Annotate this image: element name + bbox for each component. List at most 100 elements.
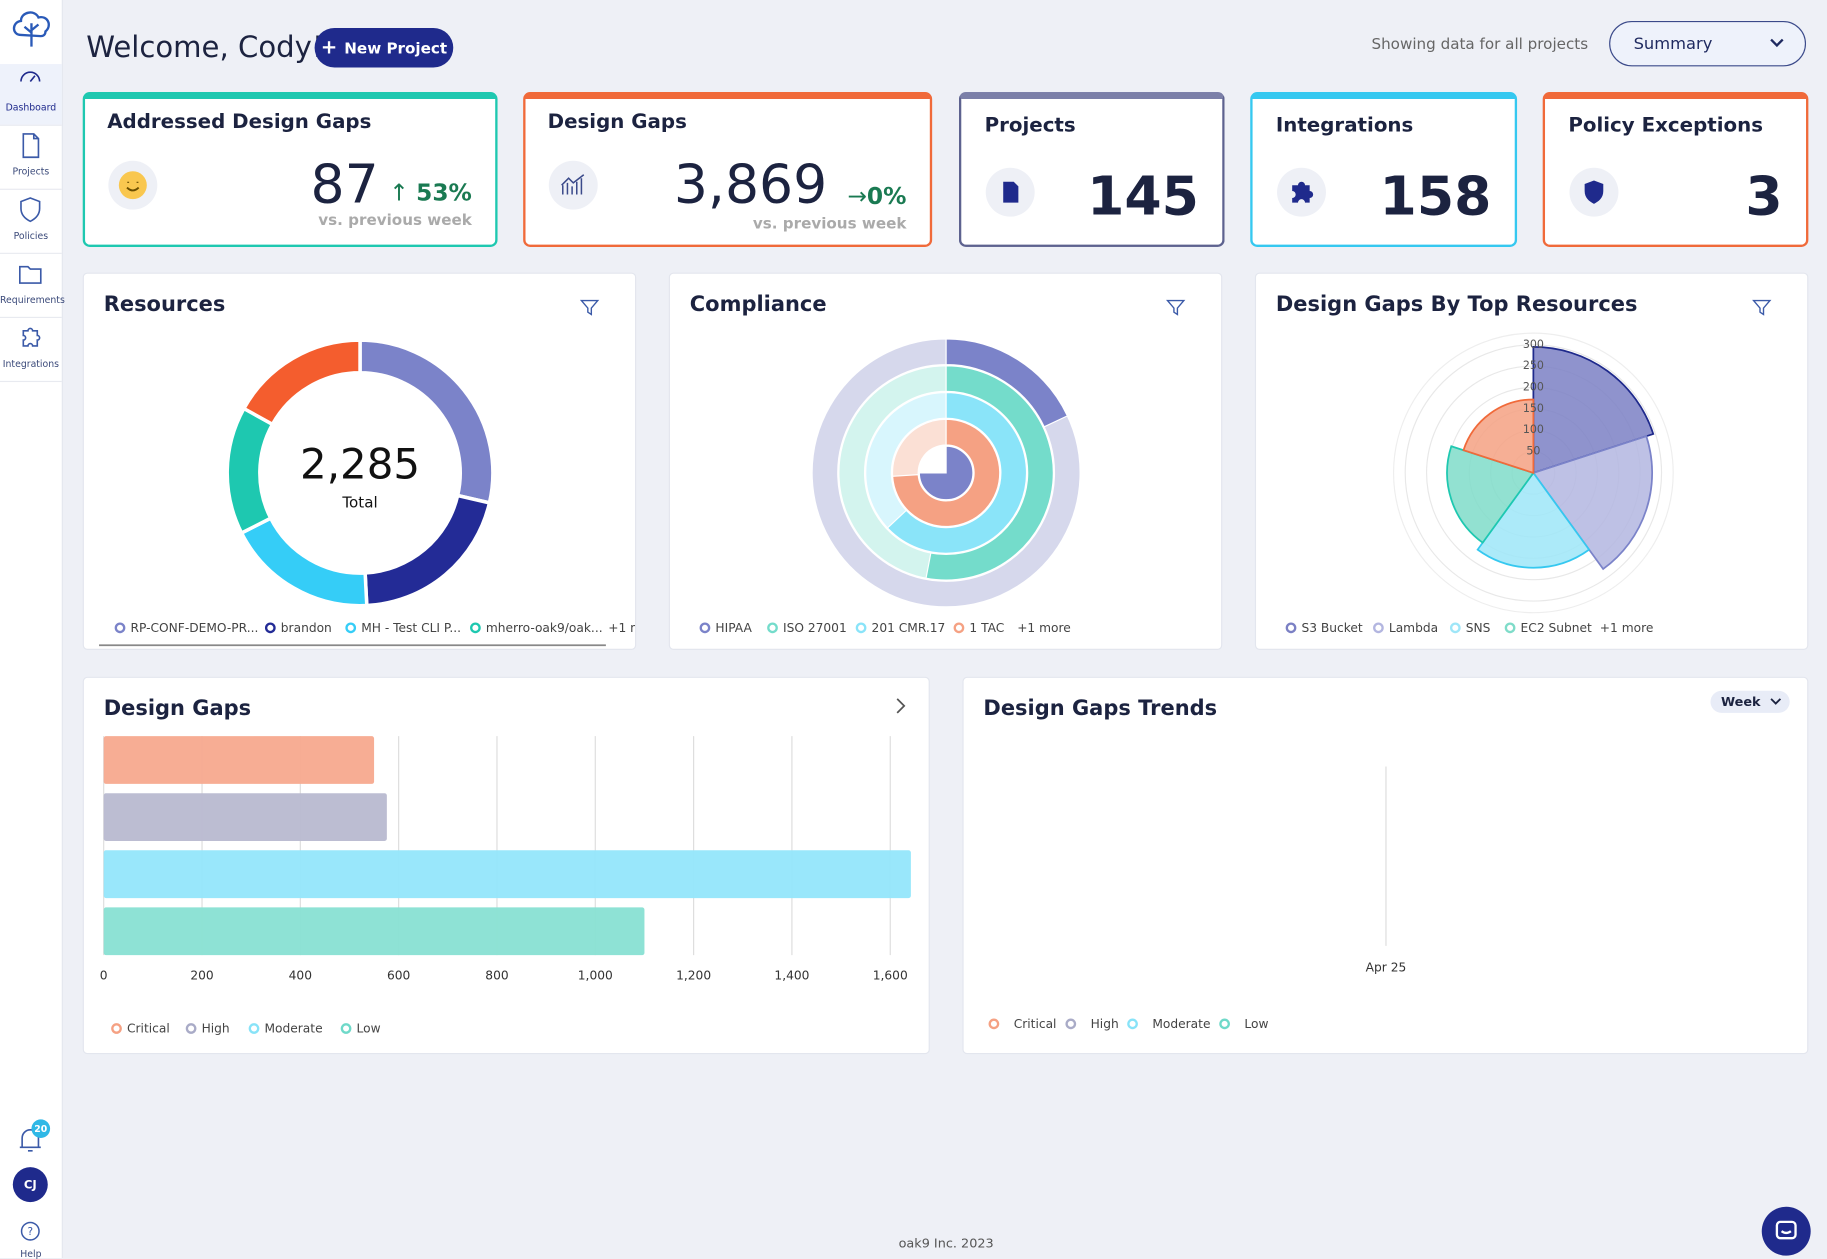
ring-value bbox=[918, 445, 974, 501]
chart-title: Compliance bbox=[689, 292, 827, 317]
bell-icon bbox=[19, 1129, 41, 1152]
chart-panel: Compliance HIPAA ISO 27001 201 CMR.17 1 TAC +… bbox=[668, 272, 1223, 650]
new-project-label: New Project bbox=[344, 40, 448, 59]
next-button[interactable] bbox=[893, 697, 909, 716]
legend-marker bbox=[1127, 1018, 1138, 1030]
smiley bbox=[118, 171, 147, 200]
chart-title: Design Gaps bbox=[103, 696, 252, 722]
legend-label: HIPAA bbox=[715, 621, 752, 635]
ring-track bbox=[811, 338, 1081, 608]
kpi-change: ↑ 53% bbox=[389, 178, 472, 206]
filter-button[interactable] bbox=[1165, 297, 1186, 318]
x-tick-label: 0 bbox=[100, 969, 108, 983]
donut-caption: Total bbox=[341, 494, 377, 512]
nav-label[interactable]: Projects bbox=[12, 166, 50, 178]
chart: 2,285 Total RP-CONF-DEMO-PR... brandon MH - … bbox=[99, 338, 635, 647]
nav-label[interactable]: Dashboard bbox=[5, 102, 57, 113]
polar-sector bbox=[1446, 445, 1535, 544]
legend-marker bbox=[855, 622, 867, 634]
legend-label: ISO 27001 bbox=[783, 621, 847, 635]
legend-marker bbox=[340, 1023, 352, 1034]
nav-icon bbox=[18, 265, 42, 284]
chat-button[interactable] bbox=[1761, 1206, 1811, 1256]
footer: oak9 Inc. 2023 bbox=[898, 1235, 994, 1252]
kpi-card: Policy Exceptions 3 bbox=[1542, 92, 1809, 247]
donut-total: 2,285 bbox=[300, 440, 420, 489]
scope-select[interactable]: Summary bbox=[1609, 20, 1807, 67]
shield-icon bbox=[1584, 180, 1604, 204]
chart-title: Design Gaps By Top Resources bbox=[1275, 292, 1638, 317]
help-label: Help bbox=[20, 1248, 42, 1259]
ring-value bbox=[892, 418, 1001, 528]
ring-value bbox=[886, 391, 1028, 554]
doc-icon bbox=[1003, 181, 1019, 203]
filter-button[interactable] bbox=[579, 297, 600, 318]
x-tick-label: 1,400 bbox=[774, 969, 809, 983]
showing-text: Showing data for all projects bbox=[1371, 36, 1589, 54]
nav-icon-shape bbox=[18, 265, 42, 284]
kpi-note: vs. previous week bbox=[318, 211, 472, 230]
donut-segment bbox=[363, 493, 492, 608]
x-tick-label: 1,200 bbox=[676, 969, 711, 983]
polar-tick-label: 50 bbox=[1526, 445, 1540, 458]
badge bbox=[31, 1119, 51, 1139]
logo bbox=[12, 11, 50, 47]
bar bbox=[103, 850, 911, 899]
nav-icon-shape bbox=[22, 327, 41, 347]
legend-label: Critical bbox=[127, 1022, 170, 1036]
chart-title: Resources bbox=[103, 292, 226, 317]
kpi-title: Integrations bbox=[1275, 114, 1414, 138]
kpi-value: 3,869 bbox=[673, 152, 828, 216]
badge-count: 20 bbox=[34, 1124, 47, 1135]
legend-marker bbox=[699, 622, 711, 634]
chart-panel: Design Gaps By Top Resources 50 100 150 200 2… bbox=[1254, 272, 1809, 650]
polar-tick-label: 300 bbox=[1523, 338, 1544, 351]
legend-marker bbox=[1373, 622, 1384, 634]
nav-icon bbox=[20, 197, 41, 223]
legend-label: 201 CMR.17 bbox=[872, 621, 946, 635]
chart-title: Design Gaps Trends bbox=[983, 696, 1218, 722]
kpi-value: 3 bbox=[1745, 164, 1783, 228]
help-icon: ? bbox=[20, 1221, 40, 1241]
filter-icon bbox=[1752, 299, 1772, 316]
legend-marker bbox=[1449, 622, 1461, 634]
nav-icon bbox=[22, 327, 41, 347]
x-tick-label: 1,600 bbox=[873, 969, 908, 983]
period-select[interactable]: Week bbox=[1710, 690, 1790, 713]
kpi-icon bbox=[1569, 167, 1619, 217]
nav-icon-shape bbox=[20, 197, 41, 223]
change-arrow: ↑ bbox=[389, 178, 417, 207]
legend-label: Moderate bbox=[1152, 1017, 1210, 1031]
nav-label[interactable]: Integrations bbox=[2, 358, 59, 370]
nav-divider bbox=[0, 188, 62, 190]
polar-sector bbox=[1476, 471, 1591, 569]
polar-tick-label: 200 bbox=[1523, 380, 1544, 393]
nav-label[interactable]: Policies bbox=[13, 230, 49, 242]
period-value: Week bbox=[1720, 694, 1761, 710]
legend-label: RP-CONF-DEMO-PR... bbox=[131, 621, 259, 635]
notifications: 20 bbox=[19, 1119, 51, 1152]
nav-icon-shape bbox=[22, 133, 40, 159]
polar-grid bbox=[1404, 344, 1663, 602]
nav-label[interactable]: Requirements bbox=[0, 294, 65, 306]
kpi-value: 145 bbox=[1087, 164, 1199, 228]
kpi-card: Design Gaps 3,869 →0% vs. previous week bbox=[523, 92, 933, 247]
nav-divider bbox=[0, 380, 62, 383]
new-project-button[interactable]: + New Project bbox=[314, 27, 454, 68]
kpi-icon bbox=[548, 160, 598, 210]
filter-icon bbox=[1166, 299, 1186, 316]
nav-divider bbox=[0, 252, 62, 254]
legend-marker bbox=[185, 1023, 197, 1034]
legend-marker bbox=[264, 622, 276, 634]
filter-button[interactable] bbox=[1751, 297, 1772, 318]
legend-marker bbox=[988, 1018, 1000, 1030]
avatar: CJ bbox=[12, 1167, 48, 1203]
donut-segment bbox=[241, 338, 362, 427]
nav-divider bbox=[0, 316, 62, 318]
legend-marker bbox=[1219, 1018, 1230, 1030]
select-value: Summary bbox=[1633, 34, 1713, 54]
nav-icon bbox=[22, 133, 40, 159]
change-value: 53% bbox=[416, 178, 472, 207]
ring-value bbox=[945, 338, 1069, 428]
